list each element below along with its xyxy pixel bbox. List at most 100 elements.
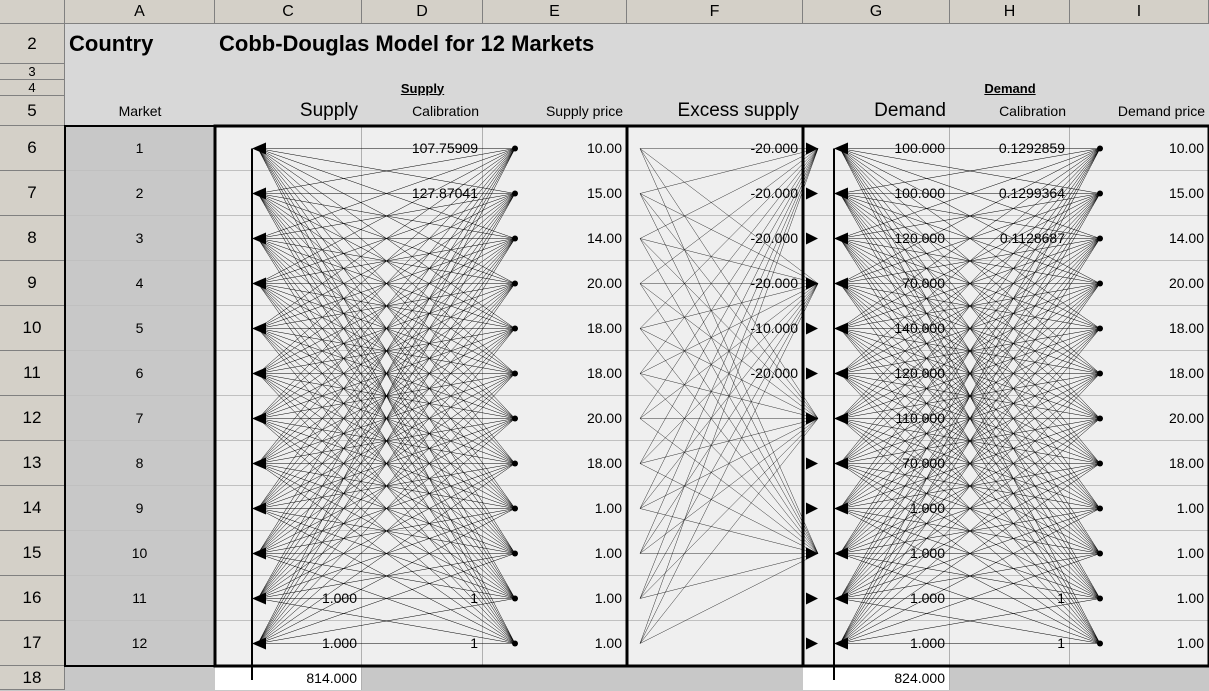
cell[interactable]: 1.00 xyxy=(483,621,627,666)
cell[interactable]: 1.000 xyxy=(803,531,950,576)
cell[interactable] xyxy=(215,171,362,216)
cell[interactable] xyxy=(950,261,1070,306)
field-header[interactable]: Excess supply xyxy=(677,100,799,121)
field-header[interactable]: Supply xyxy=(299,100,358,121)
cell[interactable]: 110.000 xyxy=(803,396,950,441)
cell[interactable]: 1 xyxy=(362,621,483,666)
cell[interactable]: 1 xyxy=(950,576,1070,621)
cell[interactable]: -20.000 xyxy=(627,171,803,216)
field-header[interactable]: Supply price xyxy=(545,103,623,119)
cell[interactable] xyxy=(215,351,362,396)
cell[interactable]: 15.00 xyxy=(483,171,627,216)
cell[interactable]: 120.000 xyxy=(803,351,950,396)
cell[interactable] xyxy=(627,396,803,441)
cell[interactable] xyxy=(215,261,362,306)
cell[interactable]: 0.1128687 xyxy=(950,216,1070,261)
cell[interactable]: -20.000 xyxy=(627,261,803,306)
cell[interactable] xyxy=(215,306,362,351)
cell[interactable]: 7 xyxy=(65,396,215,441)
row-header[interactable]: 5 xyxy=(0,96,65,126)
field-header[interactable]: Calibration xyxy=(412,103,479,119)
cell[interactable]: 5 xyxy=(65,306,215,351)
row-header[interactable]: 7 xyxy=(0,171,65,216)
column-header[interactable]: G xyxy=(803,0,950,24)
cell[interactable] xyxy=(215,396,362,441)
cell[interactable]: -20.000 xyxy=(627,351,803,396)
row-header[interactable]: 10 xyxy=(0,306,65,351)
cell[interactable]: 9 xyxy=(65,486,215,531)
field-header[interactable]: Demand xyxy=(874,100,946,121)
column-header[interactable]: H xyxy=(950,0,1070,24)
cell[interactable]: 14.00 xyxy=(483,216,627,261)
cell[interactable] xyxy=(950,486,1070,531)
cell[interactable]: -10.000 xyxy=(627,306,803,351)
cell[interactable] xyxy=(627,531,803,576)
cell[interactable] xyxy=(215,441,362,486)
cell[interactable]: 1.000 xyxy=(803,486,950,531)
cell[interactable] xyxy=(950,351,1070,396)
cell[interactable] xyxy=(215,486,362,531)
row-header[interactable]: 13 xyxy=(0,441,65,486)
cell[interactable]: 814.000 xyxy=(215,666,362,690)
cell[interactable]: 0.1299364 xyxy=(950,171,1070,216)
row-header[interactable]: 18 xyxy=(0,666,65,690)
cell[interactable]: 127.87041 xyxy=(362,171,483,216)
cell[interactable]: 1.00 xyxy=(1070,486,1209,531)
cell[interactable] xyxy=(362,531,483,576)
cell[interactable]: 1.000 xyxy=(803,621,950,666)
cell[interactable]: 2 xyxy=(65,171,215,216)
cell[interactable]: 4 xyxy=(65,261,215,306)
cell[interactable] xyxy=(627,621,803,666)
cell[interactable]: 100.000 xyxy=(803,171,950,216)
cell[interactable]: 20.00 xyxy=(1070,261,1209,306)
cell[interactable] xyxy=(215,531,362,576)
cell[interactable] xyxy=(362,216,483,261)
cell[interactable]: 1.00 xyxy=(483,531,627,576)
cell[interactable] xyxy=(215,216,362,261)
row-header[interactable]: 6 xyxy=(0,126,65,171)
cell[interactable] xyxy=(362,441,483,486)
field-header[interactable]: Calibration xyxy=(999,103,1066,119)
cell[interactable]: 1.00 xyxy=(483,486,627,531)
cell[interactable]: 11 xyxy=(65,576,215,621)
cell[interactable]: 18.00 xyxy=(1070,351,1209,396)
column-header[interactable]: E xyxy=(483,0,627,24)
cell[interactable]: 140.000 xyxy=(803,306,950,351)
cell[interactable]: Supply xyxy=(400,80,445,96)
cell[interactable]: 15.00 xyxy=(1070,171,1209,216)
column-header[interactable]: C xyxy=(215,0,362,24)
cell[interactable]: 107.75909 xyxy=(362,126,483,171)
cell[interactable]: 14.00 xyxy=(1070,216,1209,261)
row-header[interactable]: 9 xyxy=(0,261,65,306)
cell[interactable]: 1.000 xyxy=(215,621,362,666)
cell[interactable]: 18.00 xyxy=(483,441,627,486)
cell[interactable]: 18.00 xyxy=(483,351,627,396)
cell[interactable]: 12 xyxy=(65,621,215,666)
row-header[interactable]: 4 xyxy=(0,80,65,96)
row-header[interactable]: 15 xyxy=(0,531,65,576)
cell[interactable] xyxy=(362,351,483,396)
cell[interactable]: 18.00 xyxy=(483,306,627,351)
cell[interactable]: 8 xyxy=(65,441,215,486)
column-header[interactable]: A xyxy=(65,0,215,24)
cell[interactable]: Cobb-Douglas Model for 12 Markets xyxy=(219,31,595,56)
cell[interactable] xyxy=(950,396,1070,441)
cell[interactable]: 20.00 xyxy=(483,396,627,441)
field-header[interactable]: Demand price xyxy=(1117,103,1205,119)
row-header[interactable]: 14 xyxy=(0,486,65,531)
cell[interactable] xyxy=(215,126,362,171)
column-header[interactable]: I xyxy=(1070,0,1209,24)
cell[interactable]: Demand xyxy=(984,80,1036,96)
cell[interactable] xyxy=(950,531,1070,576)
cell[interactable]: 1.00 xyxy=(1070,576,1209,621)
cell[interactable]: 70.000 xyxy=(803,441,950,486)
cell[interactable]: 824.000 xyxy=(803,666,950,690)
field-header[interactable]: Market xyxy=(118,103,162,119)
cell[interactable] xyxy=(362,306,483,351)
column-header[interactable]: D xyxy=(362,0,483,24)
cell[interactable]: 1 xyxy=(362,576,483,621)
cell[interactable]: Country xyxy=(69,31,154,56)
cell[interactable]: 1.00 xyxy=(1070,621,1209,666)
cell[interactable]: 20.00 xyxy=(483,261,627,306)
cell[interactable]: 10.00 xyxy=(483,126,627,171)
